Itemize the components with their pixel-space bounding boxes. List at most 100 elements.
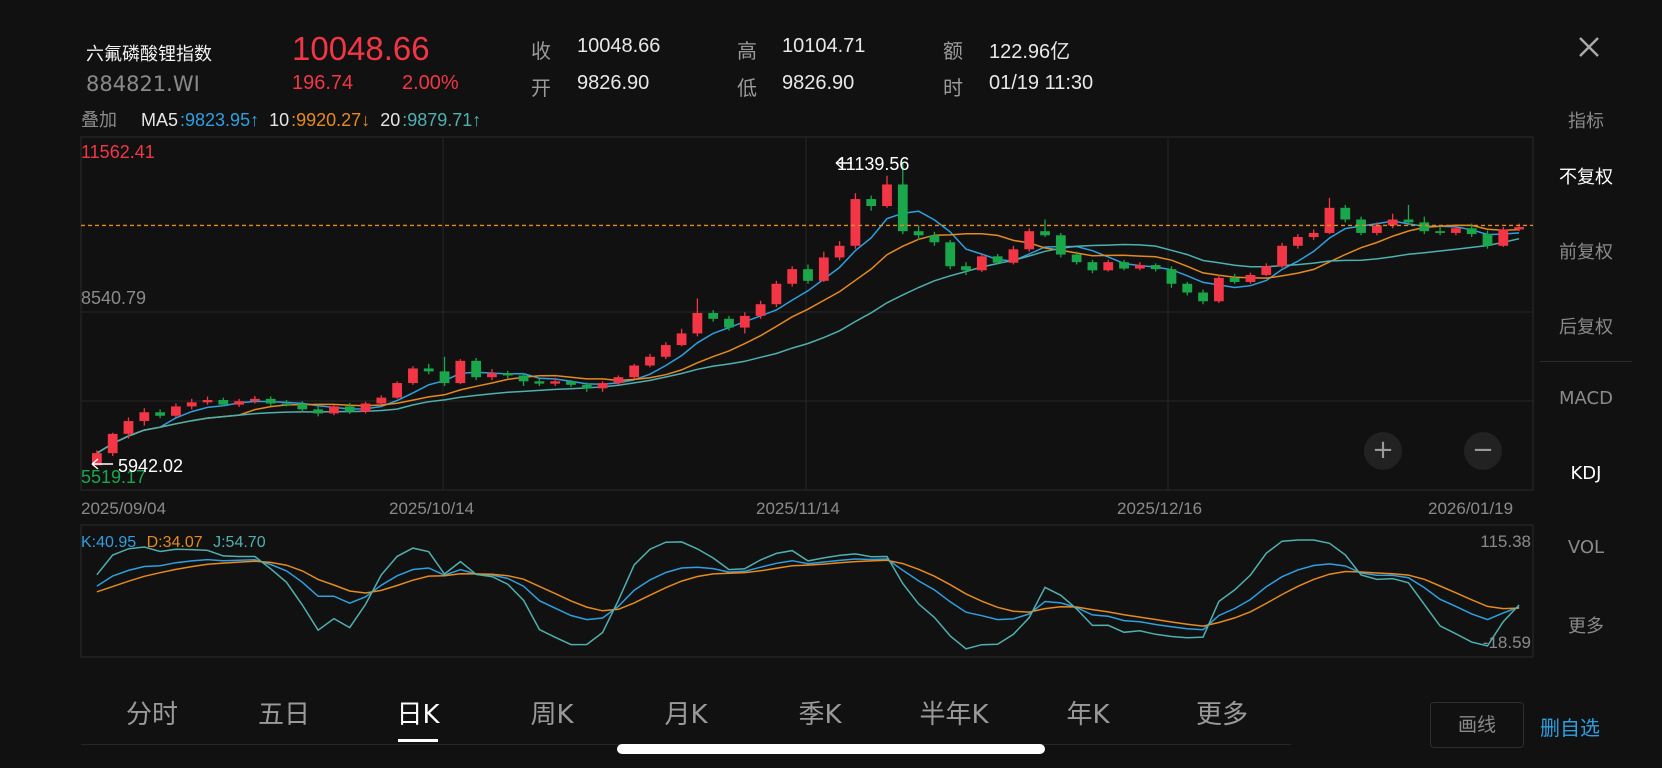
side-backward-adjust[interactable]: 后复权 — [1559, 317, 1613, 338]
candle-body — [897, 184, 908, 232]
candle-body — [171, 406, 181, 416]
candle-body — [265, 398, 276, 404]
candle-body — [1261, 266, 1272, 275]
side-more[interactable]: 更多 — [1568, 616, 1604, 637]
tab-intraday[interactable]: 分时 — [125, 700, 178, 730]
candle-body — [376, 397, 387, 404]
close-icon[interactable] — [1574, 32, 1604, 62]
candle-body — [1150, 265, 1161, 270]
kdj-k-line — [96, 558, 1520, 631]
tab-quarterly-k[interactable]: 季K — [798, 700, 842, 730]
candle-body — [1387, 219, 1398, 226]
kdj-d-line — [96, 559, 1520, 627]
candle-body — [882, 184, 892, 207]
zoom-in-button[interactable]: + — [1364, 432, 1402, 470]
candle-body — [1103, 262, 1114, 271]
candle-body — [818, 257, 829, 281]
price-change-percent: 2.00% — [402, 72, 459, 94]
candle-body — [692, 312, 703, 334]
candle-body — [107, 433, 118, 454]
candle-body — [961, 266, 971, 271]
side-no-adjust[interactable]: 不复权 — [1559, 167, 1613, 188]
tab-weekly-k[interactable]: 周K — [530, 700, 574, 730]
quote-low-label: 低 — [737, 76, 757, 100]
home-indicator — [617, 744, 1045, 754]
last-price: 10048.66 — [292, 30, 430, 67]
candle-body — [913, 231, 924, 236]
side-divider — [1540, 361, 1632, 362]
chart-grid — [80, 136, 1534, 658]
candle-body — [487, 373, 497, 378]
tab-half-year-k[interactable]: 半年K — [919, 700, 989, 730]
y-mid-label: 8540.79 — [81, 288, 146, 308]
quote-high-value: 10104.71 — [782, 35, 866, 57]
candle-body — [787, 269, 798, 284]
x-label-3: 2025/12/16 — [1117, 499, 1202, 518]
quote-time-label: 时 — [943, 76, 963, 100]
candle-body — [1071, 254, 1082, 263]
candle-body — [329, 406, 339, 414]
candle-body — [771, 283, 782, 305]
overlay-button[interactable]: 叠加 — [81, 110, 117, 131]
side-macd[interactable]: MACD — [1559, 388, 1613, 409]
candle-body — [234, 401, 245, 405]
candle-body — [392, 383, 403, 398]
side-kdj[interactable]: KDJ — [1570, 463, 1602, 484]
x-label-1: 2025/10/14 — [389, 499, 474, 518]
draw-line-button[interactable]: 画线 — [1430, 702, 1524, 748]
kdj-d-label: D:34.07 — [147, 534, 203, 551]
candle-body — [866, 199, 877, 207]
y-low-label: 5519.17 — [81, 467, 146, 487]
kdj-j-line — [96, 539, 1520, 650]
kdj-bottom-label: -18.59 — [1483, 633, 1531, 652]
candle-body — [281, 403, 292, 406]
candle-body — [597, 383, 608, 389]
ma20-label: 20 — [380, 110, 401, 130]
min-annotation: 5942.02 — [118, 456, 183, 476]
candle-body — [834, 245, 845, 258]
quote-open-value: 9826.90 — [577, 72, 650, 94]
side-forward-adjust[interactable]: 前复权 — [1559, 242, 1613, 263]
candle-body — [1024, 231, 1035, 250]
candle-body — [1356, 219, 1366, 233]
candle-body — [1514, 227, 1524, 230]
zoom-out-button[interactable]: − — [1464, 432, 1502, 470]
candle-body — [1498, 229, 1509, 246]
candle-body — [724, 318, 734, 328]
candle-body — [439, 371, 450, 384]
tab-five-day[interactable]: 五日 — [257, 700, 310, 730]
kdj-j-label: J:54.70 — [213, 534, 266, 551]
candle-body — [202, 399, 213, 403]
tab-more[interactable]: 更多 — [1195, 700, 1248, 730]
kline-chart[interactable]: 11562.41 8540.79 5519.17 11139.56 5942.0… — [0, 0, 1662, 680]
candle-body — [566, 381, 576, 385]
candle-body — [313, 409, 324, 414]
candle-body — [1198, 292, 1208, 302]
candle-body — [1419, 222, 1430, 232]
ma5-value: :9823.95↑ — [180, 110, 260, 130]
tab-daily-k[interactable]: 日K — [396, 700, 440, 730]
ma5-line — [96, 210, 1520, 454]
quote-close-label: 收 — [531, 39, 551, 63]
candle-body — [408, 368, 418, 384]
candle-body — [739, 315, 750, 328]
tab-monthly-k[interactable]: 月K — [664, 700, 708, 730]
candle-body — [518, 375, 529, 382]
remove-favorite-button[interactable]: 删自选 — [1540, 716, 1600, 740]
candle-body — [471, 360, 482, 378]
candle-body — [155, 412, 166, 416]
candle-body — [123, 421, 134, 434]
candle-body — [1277, 245, 1287, 267]
x-label-4: 2026/01/19 — [1428, 499, 1513, 518]
side-vol[interactable]: VOL — [1567, 537, 1605, 558]
quote-high-label: 高 — [737, 39, 757, 63]
tab-yearly-k[interactable]: 年K — [1066, 700, 1110, 730]
candle-body — [297, 404, 308, 410]
candle-body — [423, 368, 434, 372]
candle-body — [250, 398, 260, 402]
quote-open-label: 开 — [531, 76, 551, 100]
candle-body — [1435, 231, 1445, 233]
candle-body — [1308, 232, 1319, 238]
index-code: 884821.WI — [86, 72, 200, 96]
ma20-value: :9879.71↑ — [402, 110, 482, 130]
